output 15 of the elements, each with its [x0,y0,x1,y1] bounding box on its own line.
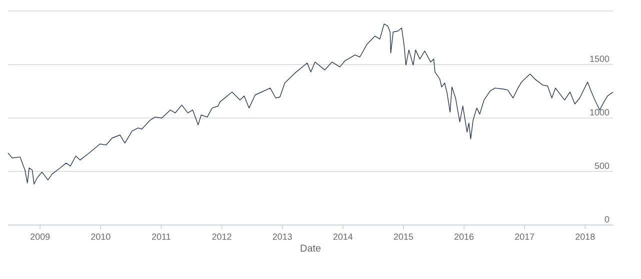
x-tick-label: 2015 [394,234,414,240]
x-tick-label: 2016 [454,234,474,240]
y-tick-label: 0 [604,216,610,222]
x-tick-label: 2014 [333,234,353,240]
x-tick-label: 2012 [212,234,232,240]
y-tick-label: 1000 [590,109,610,116]
y-tick-label: 1500 [590,56,610,62]
x-tick-label: 2010 [91,234,110,240]
y-tick-label: 500 [594,162,610,169]
x-tick-label: 2017 [515,234,534,240]
x-axis-title: Date [300,244,321,252]
x-tick-label: 2011 [152,234,170,240]
x-tick-label: 2018 [576,234,595,240]
x-tick-label: 2013 [272,234,292,240]
x-tick-label: 2009 [30,234,50,240]
